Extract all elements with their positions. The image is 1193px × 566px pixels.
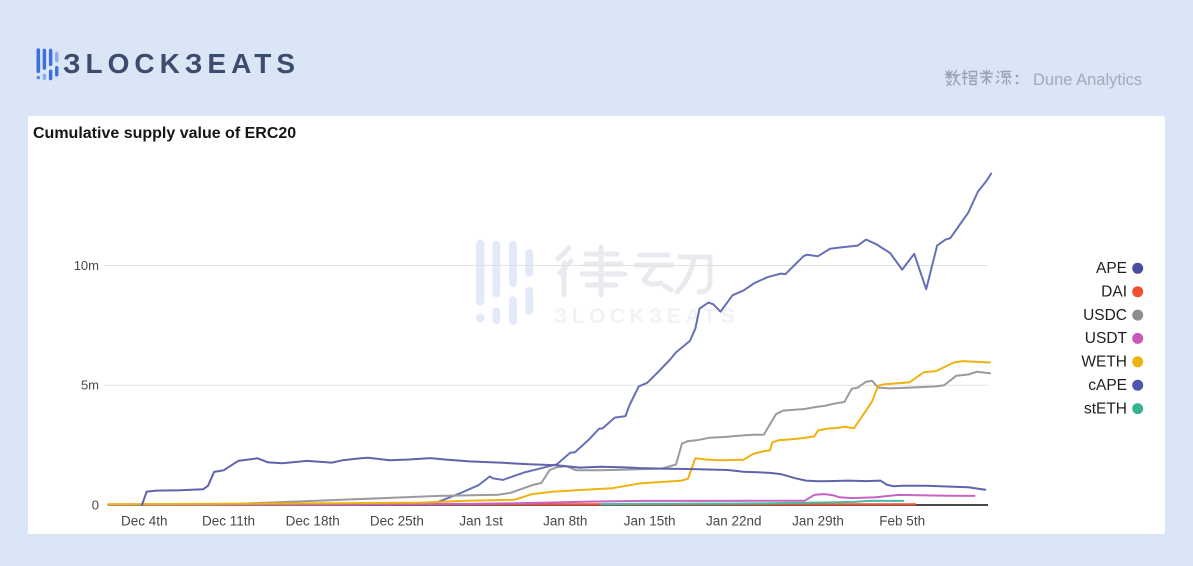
svg-text:DAI: DAI: [1101, 283, 1127, 300]
svg-text:APE: APE: [1096, 260, 1127, 277]
svg-text:5m: 5m: [81, 378, 99, 393]
svg-text:Dec 25th: Dec 25th: [370, 514, 424, 529]
svg-text:Jan 22nd: Jan 22nd: [706, 514, 762, 529]
svg-text:Jan 1st: Jan 1st: [459, 514, 503, 529]
svg-text:0: 0: [92, 498, 99, 513]
svg-text:Dec 4th: Dec 4th: [121, 514, 168, 529]
svg-text:10m: 10m: [74, 258, 99, 273]
svg-text:cAPE: cAPE: [1088, 377, 1127, 394]
svg-text:WETH: WETH: [1081, 354, 1127, 371]
svg-text:Dec 11th: Dec 11th: [202, 514, 255, 529]
svg-text:stETH: stETH: [1084, 400, 1127, 417]
svg-text:Dune Analytics: Dune Analytics: [1033, 71, 1142, 89]
svg-text:Jan 29th: Jan 29th: [792, 514, 844, 529]
svg-text:ЗLOCKЗEATS: ЗLOCKЗEATS: [554, 305, 739, 328]
svg-text:Feb 5th: Feb 5th: [879, 514, 925, 529]
svg-text:USDT: USDT: [1085, 330, 1128, 347]
svg-text:Jan 15th: Jan 15th: [624, 514, 676, 529]
svg-text:Dec 18th: Dec 18th: [286, 514, 340, 529]
svg-text:Jan 8th: Jan 8th: [543, 514, 587, 529]
svg-text:USDC: USDC: [1083, 307, 1127, 324]
